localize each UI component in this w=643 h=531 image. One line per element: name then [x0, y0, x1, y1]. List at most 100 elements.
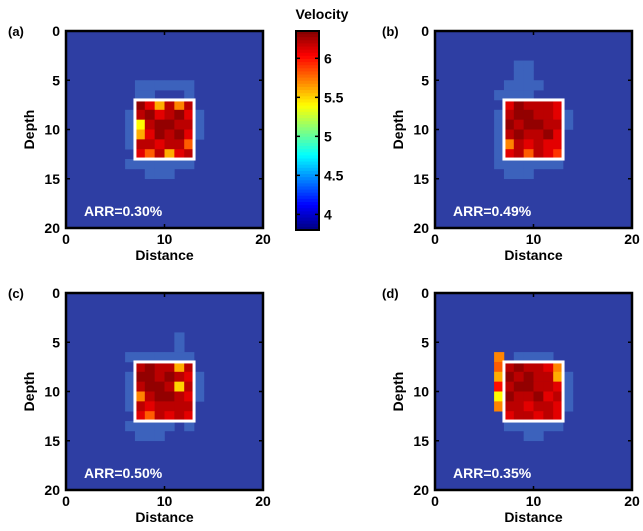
heatmap-cell: [134, 391, 146, 402]
heatmap-cell: [533, 149, 544, 160]
heatmap-cell: [494, 159, 505, 170]
heatmap-cell: [553, 159, 564, 170]
colorbar-step: [296, 46, 319, 51]
heatmap-cell: [164, 109, 175, 120]
heatmap-cell: [125, 371, 136, 382]
heatmap-cell: [174, 139, 185, 150]
colorbar-step: [296, 83, 319, 88]
heatmap-cell: [513, 99, 524, 111]
y-axis-label: Depth: [390, 372, 406, 412]
heatmap-cell: [563, 381, 574, 392]
heatmap-cell: [194, 381, 205, 392]
heatmap-cell: [174, 99, 185, 111]
colorbar-step: [296, 86, 319, 91]
colorbar-step: [296, 223, 319, 228]
colorbar-step: [296, 214, 319, 219]
heatmap-cell: [523, 391, 534, 402]
heatmap-cell: [503, 149, 515, 160]
arr-annotation: ARR=0.50%: [84, 465, 163, 481]
heatmap-cell: [513, 352, 524, 363]
colorbar-step: [296, 49, 319, 54]
heatmap-cell: [553, 361, 564, 373]
colorbar-step: [296, 124, 319, 128]
heatmap-cell: [553, 99, 564, 111]
heatmap-cell: [563, 391, 574, 402]
heatmap-cell: [543, 371, 554, 382]
heatmap-cell: [194, 129, 205, 140]
colorbar-step: [296, 136, 319, 141]
heatmap-cell: [553, 411, 564, 422]
heatmap-cell: [503, 90, 515, 101]
heatmap-cell: [134, 352, 146, 363]
heatmap-cell: [533, 411, 544, 422]
heatmap-cell: [523, 168, 534, 180]
heatmap-cell: [125, 159, 136, 170]
heatmap-cell: [144, 421, 155, 432]
heatmap-cell: [184, 421, 195, 432]
y-tick-label: 0: [52, 285, 60, 301]
heatmap-cell: [523, 401, 534, 412]
colorbar-step: [296, 152, 319, 156]
arr-annotation: ARR=0.30%: [84, 203, 163, 219]
heatmap-cell: [144, 159, 155, 170]
colorbar-step: [296, 226, 319, 231]
heatmap-cell: [553, 119, 564, 130]
heatmap-cell: [174, 352, 185, 363]
heatmap-cell: [553, 139, 564, 150]
heatmap-cell: [543, 352, 554, 363]
heatmap-cell: [184, 109, 195, 120]
colorbar-step: [296, 217, 319, 222]
colorbar-step: [296, 31, 319, 35]
heatmap-cell: [523, 361, 534, 373]
x-tick-label: 20: [624, 231, 640, 247]
heatmap-cell: [125, 352, 136, 363]
heatmap-cell: [543, 159, 554, 170]
heatmap-cell: [184, 139, 195, 150]
heatmap-cell: [164, 361, 175, 373]
heatmap-cell: [184, 411, 195, 422]
colorbar-step: [296, 74, 319, 79]
colorbar-step: [296, 189, 319, 194]
heatmap-cell: [494, 119, 505, 130]
heatmap-cell: [144, 391, 155, 402]
heatmap-cell: [134, 99, 146, 111]
heatmap-cell: [503, 159, 515, 170]
heatmap-cell: [174, 80, 185, 91]
colorbar-step: [296, 170, 319, 175]
heatmap-cell: [553, 421, 564, 432]
heatmap-cell: [164, 119, 175, 130]
heatmap-cell: [125, 421, 136, 432]
heatmap-cell: [194, 391, 205, 402]
heatmap-cell: [144, 168, 155, 180]
heatmap-cell: [533, 391, 544, 402]
heatmap-cell: [154, 119, 165, 130]
colorbar-step: [296, 192, 319, 197]
heatmap-cell: [164, 381, 175, 392]
heatmap-cell: [174, 149, 185, 160]
heatmap-cell: [523, 381, 534, 392]
heatmap-cell: [503, 99, 515, 111]
heatmap-cell: [523, 430, 534, 442]
heatmap-cell: [154, 99, 165, 111]
y-tick-label: 0: [421, 23, 429, 39]
heatmap-cell: [184, 99, 195, 111]
heatmap-cell: [533, 421, 544, 432]
heatmap-cell: [494, 371, 505, 382]
panel-label: (b): [382, 24, 399, 39]
heatmap-cell: [184, 80, 195, 91]
heatmap-cell: [523, 159, 534, 170]
heatmap-cell: [164, 421, 175, 432]
heatmap-cell: [494, 139, 505, 150]
heatmap-cell: [513, 371, 524, 382]
heatmap-cell: [144, 149, 155, 160]
colorbar-title: Velocity: [296, 6, 349, 22]
y-tick-label: 15: [44, 171, 60, 187]
heatmap-cell: [194, 371, 205, 382]
heatmap-cell: [154, 159, 165, 170]
colorbar-step: [296, 118, 319, 122]
heatmap-cell: [513, 129, 524, 140]
colorbar-tick-label: 5.5: [324, 89, 344, 105]
x-tick-label: 0: [431, 493, 439, 509]
heatmap-cell: [184, 129, 195, 140]
